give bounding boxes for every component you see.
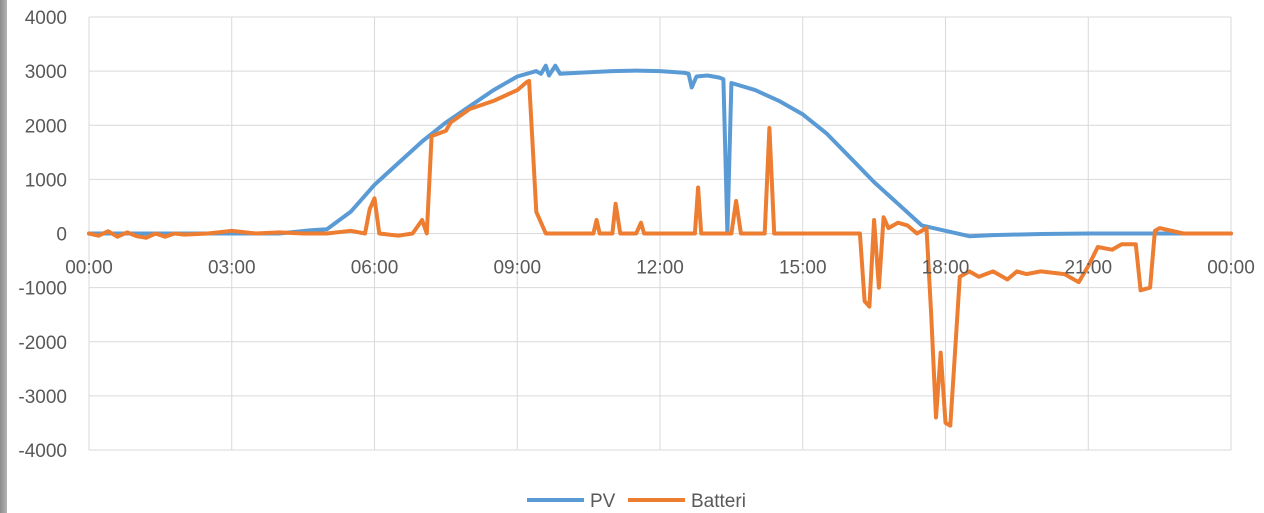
x-tick-label: 00:00 bbox=[65, 258, 113, 279]
y-tick-label: 4000 bbox=[25, 8, 67, 29]
y-tick-label: -3000 bbox=[18, 387, 67, 408]
x-tick-label: 21:00 bbox=[1064, 258, 1112, 279]
x-axis-tick-labels: 00:00 03:00 06:00 09:00 12:00 15:00 18:00 21:00… bbox=[65, 258, 1255, 279]
y-tick-label: -1000 bbox=[18, 279, 67, 300]
y-tick-label: -4000 bbox=[18, 441, 67, 462]
x-tick-label: 18:00 bbox=[922, 258, 970, 279]
series-lines bbox=[87, 63, 1233, 428]
legend: PV Batteri bbox=[527, 491, 746, 512]
y-tick-label: 0 bbox=[56, 225, 67, 246]
x-tick-label: 06:00 bbox=[351, 258, 399, 279]
legend-label-pv: PV bbox=[590, 491, 616, 512]
x-tick-label: 00:00 bbox=[1207, 258, 1255, 279]
legend-label-batteri: Batteri bbox=[691, 491, 746, 512]
x-tick-label: 15:00 bbox=[779, 258, 827, 279]
y-tick-label: -2000 bbox=[18, 333, 67, 354]
y-axis-tick-labels: 4000 3000 2000 1000 0 -1000 -2000 -3000 -4000 bbox=[18, 8, 67, 462]
x-tick-label: 12:00 bbox=[636, 258, 684, 279]
series-line-batteri bbox=[87, 78, 1233, 428]
window-edge bbox=[0, 0, 7, 513]
series-line-pv bbox=[87, 63, 1233, 239]
y-tick-label: 2000 bbox=[25, 116, 67, 137]
x-tick-label: 03:00 bbox=[208, 258, 256, 279]
y-tick-label: 1000 bbox=[25, 170, 67, 191]
x-tick-label: 09:00 bbox=[493, 258, 541, 279]
y-tick-label: 3000 bbox=[25, 62, 67, 83]
